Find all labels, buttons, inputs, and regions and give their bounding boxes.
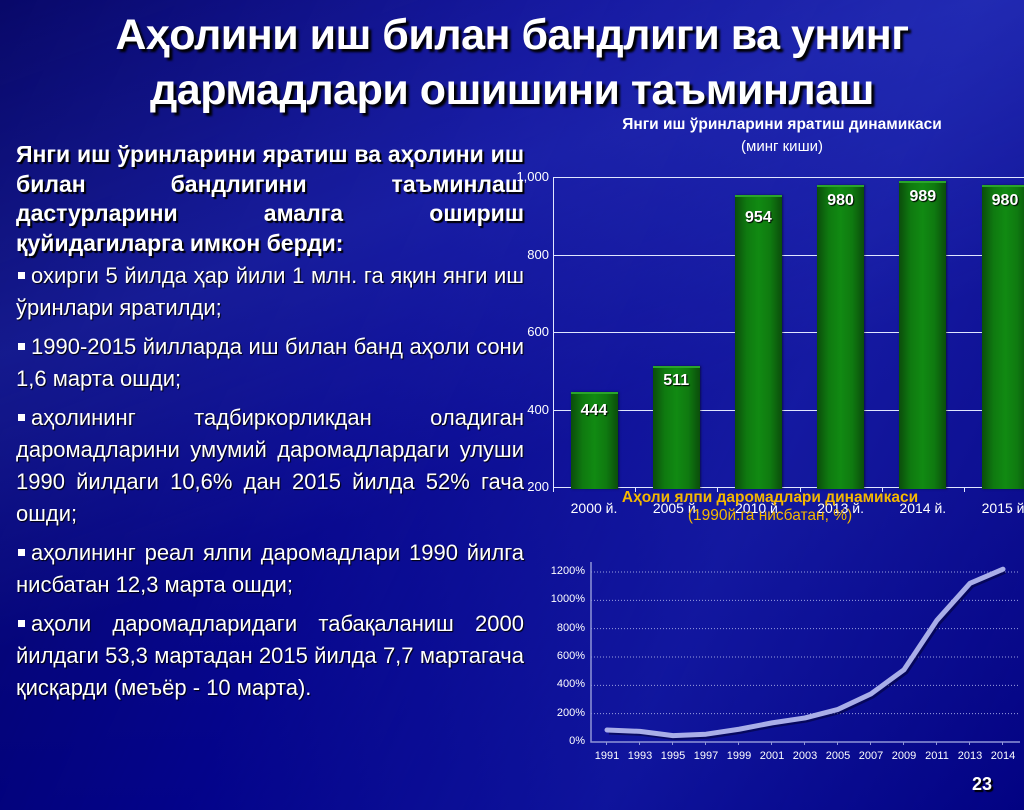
y-axis-tick-label: 200 [527, 479, 549, 494]
x-axis-tick [552, 487, 554, 492]
y-axis-tick-label: 800 [527, 246, 549, 262]
x-axis-tick-label: 2010 й. [735, 500, 782, 516]
y-axis-tick-label: 1,000 [516, 169, 549, 184]
bar: 954 [734, 194, 782, 489]
slide-title: Аҳолини иш билан бандлиги ва унинг дарма… [0, 8, 1024, 118]
y-axis-tick-label: 0% [569, 735, 585, 747]
x-axis [553, 487, 1024, 488]
slide-title-line2: дармадлари ошишини таъминлаш [149, 66, 875, 114]
x-axis-tick-label: 2015 й. [981, 500, 1024, 516]
x-axis-tick-label: 1997 [693, 750, 719, 762]
series-line [604, 566, 1006, 739]
bar: 980 [817, 184, 865, 489]
bullet-item: аҳоли даромадларидаги табақаланиш 2000 й… [16, 611, 524, 700]
x-axis-tick-label: 2001 [759, 750, 785, 762]
y-axis-tick-label: 400 [527, 401, 549, 417]
bar-value-label: 444 [580, 402, 608, 420]
y-axis-tick-label: 1200% [550, 565, 585, 577]
x-axis-tick-label: 2003 [792, 750, 818, 762]
bar: 980 [981, 184, 1024, 489]
x-axis-tick-label: 2005 й. [652, 500, 700, 516]
x-axis-tick [635, 487, 637, 492]
x-axis-tick-label: 1999 [726, 750, 752, 762]
y-axis-tick-label: 1000% [550, 593, 585, 606]
x-axis-tick-label: 1995 [660, 750, 686, 762]
x-axis-tick-label: 2013 [957, 750, 983, 762]
x-axis-tick-label: 2007 [858, 750, 884, 762]
x-axis-tick-label: 1993 [627, 750, 653, 762]
x-axis-tick-label: 2000 й. [570, 500, 618, 516]
x-axis-tick [963, 487, 965, 492]
bar-value-label: 511 [663, 372, 690, 390]
line-chart-title: Аҳоли ялпи даромадлари динамикаси (1990й… [621, 489, 919, 524]
x-axis-tick-label: 2009 [891, 750, 917, 762]
x-axis-tick-label: 1991 [594, 750, 620, 762]
axes [590, 562, 1020, 743]
text-panel: Янги иш ўринларини яратиш ва аҳолини иш … [16, 140, 524, 711]
bullet-square-icon [18, 619, 25, 627]
bar-value-label: 980 [991, 191, 1019, 209]
y-axis-tick-label: 600 [527, 324, 549, 339]
bar-value-label: 980 [827, 191, 854, 209]
bar: 511 [652, 366, 700, 489]
intro-paragraph: Янги иш ўринларини яратиш ва аҳолини иш … [16, 141, 524, 256]
x-axis-tick-label: 2013 й. [817, 500, 864, 516]
bar: 444 [570, 392, 618, 489]
gridline [553, 177, 1024, 178]
bullet-square-icon [18, 548, 25, 556]
bullet-square-icon [18, 271, 25, 279]
page-number: 23 [972, 774, 993, 794]
gridline [553, 409, 1024, 411]
bullet-item: аҳолининг тадбиркорликдан оладиган даром… [16, 405, 524, 526]
x-axis-tick-label: 2014 й. [899, 500, 947, 516]
bullet-item: охирги 5 йилда ҳар йили 1 млн. га яқин я… [16, 263, 524, 320]
slide-title-line1: Аҳолини иш билан бандлиги ва унинг [115, 11, 909, 59]
gridline [553, 254, 1024, 256]
bar: 989 [899, 181, 947, 489]
x-axis-tick [717, 487, 719, 492]
bullet-square-icon [18, 342, 25, 350]
bullet-item: аҳолининг реал ялпи даромадлари 1990 йил… [16, 540, 524, 597]
gridline [553, 332, 1024, 333]
y-axis-tick-label: 800% [556, 621, 585, 634]
x-axis-tick-label: 2011 [925, 750, 949, 762]
x-axis-tick [881, 487, 883, 492]
bullet-square-icon [18, 413, 25, 421]
y-axis-tick-label: 600% [556, 650, 585, 662]
y-axis-tick-label: 400% [556, 678, 585, 691]
bullet-item: 1990-2015 йилларда иш билан банд аҳоли с… [16, 334, 524, 391]
bar-chart-title: Янги иш ўринларини яратиш динамикаси (ми… [622, 116, 942, 155]
x-axis-tick-label: 2005 [825, 750, 851, 762]
x-axis-tick-label: 2014 [990, 750, 1016, 762]
y-axis-tick-label: 200% [556, 706, 585, 719]
bar-value-label: 989 [909, 188, 937, 206]
bar-value-label: 954 [745, 208, 772, 226]
y-axis [553, 177, 554, 487]
x-axis-tick [799, 487, 801, 492]
